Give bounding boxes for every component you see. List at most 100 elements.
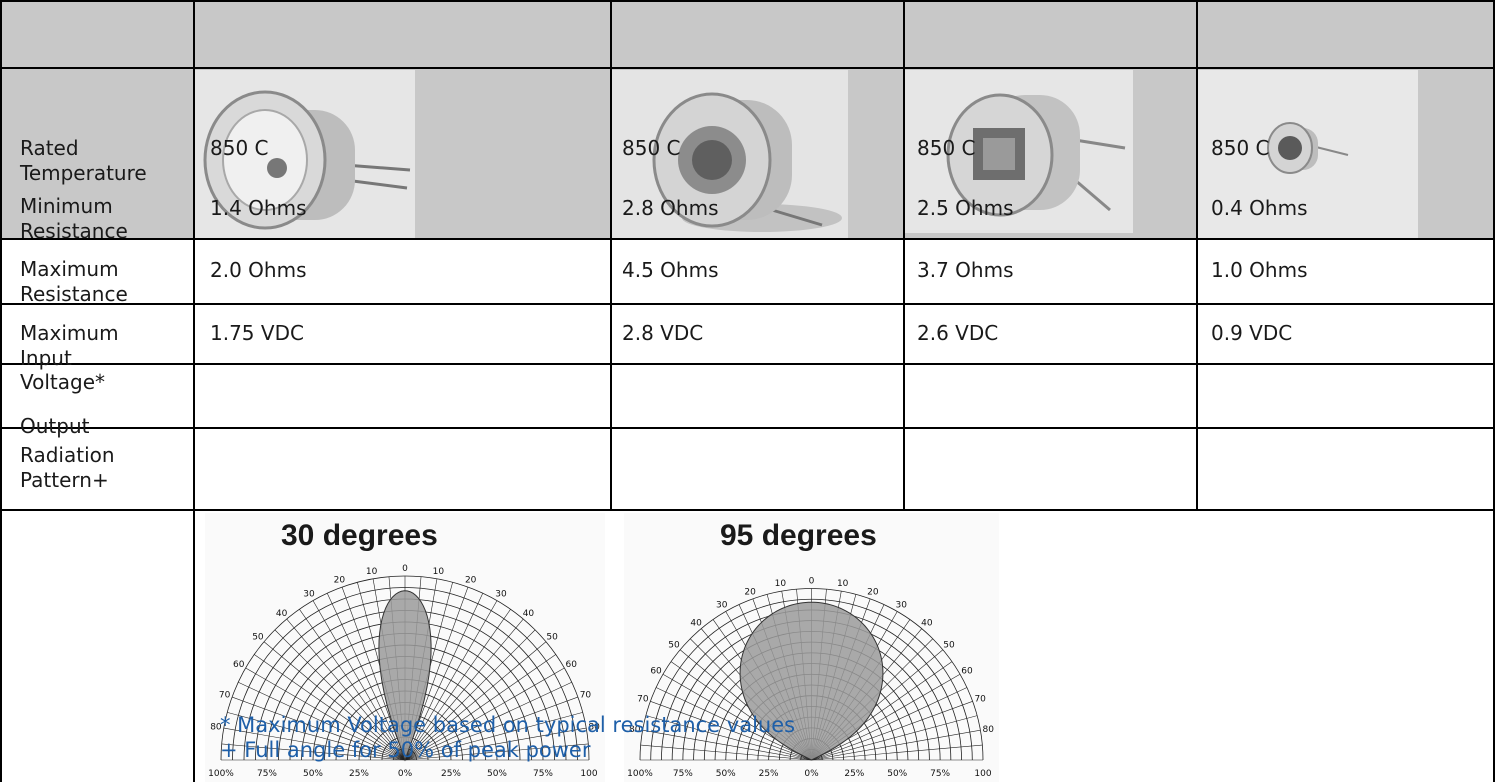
grid-radial <box>227 712 406 761</box>
percent-label: 100% <box>208 769 234 779</box>
grid-radial <box>404 681 572 761</box>
grid-radial <box>640 744 812 761</box>
minimum-resistance-value: 2.8 Ohms <box>622 196 719 220</box>
grid-radial <box>238 681 406 761</box>
header-row-band <box>2 2 1493 67</box>
percent-label: 25% <box>441 769 461 779</box>
grid-radial <box>404 609 511 761</box>
label-output: Output <box>20 414 90 438</box>
angle-label: 60 <box>566 660 578 670</box>
grid-radial <box>404 743 589 761</box>
grid-radial <box>404 593 484 761</box>
angle-label: 20 <box>465 576 477 586</box>
product-photo-2 <box>612 70 848 238</box>
angle-label: 70 <box>974 695 986 705</box>
footnote-voltage: * Maximum Voltage based on typical resis… <box>220 713 796 737</box>
grid-radial <box>404 641 547 761</box>
minimum-resistance-value: 0.4 Ohms <box>1211 196 1308 220</box>
grid-radial <box>299 609 406 761</box>
rated-temperature-value: 850 C <box>917 136 976 160</box>
percent-label: 25% <box>759 769 779 779</box>
grid-radial <box>223 727 406 761</box>
table-rule <box>0 303 1495 305</box>
table-col-rule <box>610 0 612 511</box>
rated-temperature-value: 850 C <box>622 136 681 160</box>
maximum-input-voltage-value: 1.75 VDC <box>210 321 304 345</box>
maximum-resistance-value: 3.7 Ohms <box>917 258 1014 282</box>
label-radiation-pattern: Radiation Pattern+ <box>20 443 115 492</box>
percent-label: 0% <box>804 769 819 779</box>
rated-temperature-value: 850 C <box>210 136 269 160</box>
grid-radial <box>811 715 978 761</box>
grid-radial <box>231 696 406 761</box>
percent-label: 25% <box>349 769 369 779</box>
label-minimum-resistance: Minimum Resistance <box>20 194 128 243</box>
chart-title: 30 degrees <box>281 519 438 552</box>
footnote-angle: + Full angle for 50% of peak power <box>220 738 591 762</box>
grid-radial <box>811 729 981 761</box>
angle-label: 10 <box>775 579 787 589</box>
table-rule <box>0 67 1495 69</box>
angle-label: 60 <box>961 666 973 676</box>
maximum-input-voltage-value: 2.8 VDC <box>622 321 704 345</box>
grid-radial <box>221 743 406 761</box>
angle-label: 50 <box>943 641 955 651</box>
grid-radial <box>404 667 565 761</box>
product-photo-4 <box>1198 70 1418 238</box>
angle-label: 50 <box>546 633 558 643</box>
grid-radial <box>404 654 556 761</box>
angle-label: 30 <box>896 601 908 611</box>
angle-label: 60 <box>650 666 662 676</box>
percent-label: 75% <box>930 769 950 779</box>
grid-radial <box>404 696 579 761</box>
label-maximum-input-voltage: Maximum Input Voltage* <box>20 321 119 394</box>
grid-radial <box>650 701 812 761</box>
grid-radial <box>254 654 406 761</box>
angle-label: 20 <box>334 576 346 586</box>
grid-radial <box>286 618 406 761</box>
grid-radial <box>312 600 406 761</box>
percent-label: 50% <box>303 769 323 779</box>
percent-label: 75% <box>257 769 277 779</box>
angle-label: 80 <box>210 723 222 733</box>
grid-radial <box>655 687 812 761</box>
grid-radial <box>811 744 983 761</box>
angle-label: 60 <box>233 660 245 670</box>
grid-radial <box>642 729 812 761</box>
angle-label: 40 <box>523 609 535 619</box>
angle-label: 10 <box>433 567 445 577</box>
table-border-right <box>1493 0 1495 782</box>
percent-label: 25% <box>844 769 864 779</box>
beam-lobe <box>378 590 432 762</box>
minimum-resistance-value: 1.4 Ohms <box>210 196 307 220</box>
table-rule <box>0 363 1495 365</box>
angle-label: 80 <box>983 725 995 735</box>
table-border-left <box>0 0 2 782</box>
angle-label: 70 <box>637 695 649 705</box>
percent-label: 50% <box>887 769 907 779</box>
angle-label: 0 <box>809 577 815 587</box>
angle-label: 30 <box>303 590 315 600</box>
angle-label: 50 <box>252 633 264 643</box>
radiation-chart-30: 30 degrees 0 10 10 20 20 30 30 40 40 50 50 60 60 70 70… <box>205 513 605 782</box>
minimum-resistance-value: 2.5 Ohms <box>917 196 1014 220</box>
angle-label: 40 <box>690 618 702 628</box>
grid-radial <box>811 687 968 761</box>
angle-label: 80 <box>629 725 641 735</box>
label-maximum-resistance: Maximum Resistance <box>20 257 128 306</box>
grid-radial <box>811 701 973 761</box>
product-photo-1 <box>195 70 415 238</box>
rated-temperature-value: 850 C <box>1211 136 1270 160</box>
grid-radial <box>645 715 812 761</box>
percent-label: 0% <box>398 769 413 779</box>
grid-radial <box>263 641 406 761</box>
table-rule <box>0 509 1495 511</box>
percent-label: 100% <box>627 769 653 779</box>
table-col-rule <box>903 0 905 511</box>
angle-label: 30 <box>716 601 728 611</box>
grid-radial <box>404 727 587 761</box>
angle-label: 0 <box>402 564 408 574</box>
angle-label: 20 <box>744 587 756 597</box>
maximum-input-voltage-value: 0.9 VDC <box>1211 321 1293 345</box>
grid-radial <box>404 712 583 761</box>
